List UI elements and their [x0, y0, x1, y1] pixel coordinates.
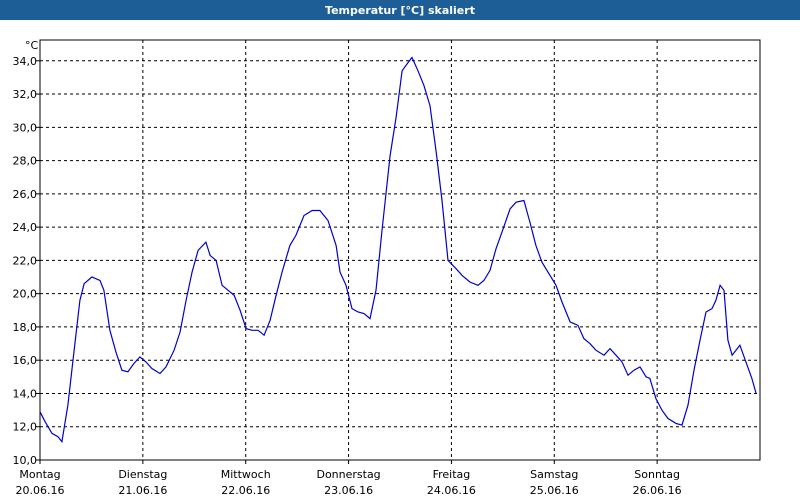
x-tick-label: 20.06.16	[16, 484, 65, 497]
y-tick-label: 14,0	[13, 387, 38, 400]
y-tick-label: 20,0	[13, 288, 38, 301]
title-bar	[0, 0, 800, 20]
x-tick-label: 25.06.16	[530, 484, 579, 497]
plot-border	[39, 39, 761, 461]
y-tick-label: 26,0	[13, 188, 38, 201]
x-tick-label: Donnerstag	[316, 468, 380, 481]
x-tick-label: Montag	[19, 468, 60, 481]
x-tick-label: Freitag	[433, 468, 471, 481]
y-tick-label: 34,0	[13, 55, 38, 68]
temperature-line	[39, 56, 757, 444]
x-tick-label: Samstag	[530, 468, 578, 481]
y-tick-label: 30,0	[13, 121, 38, 134]
x-tick-label: 24.06.16	[427, 484, 476, 497]
y-tick-label: 10,0	[13, 454, 38, 467]
x-tick-label: 21.06.16	[118, 484, 167, 497]
x-tick-label: 23.06.16	[324, 484, 373, 497]
y-tick-label: 28,0	[13, 155, 38, 168]
y-tick-label: 16,0	[13, 354, 38, 367]
y-unit: °C	[25, 39, 39, 52]
x-tick-label: Mittwoch	[221, 468, 271, 481]
x-tick-label: 22.06.16	[221, 484, 270, 497]
y-tick-label: 18,0	[13, 321, 38, 334]
y-tick-label: 32,0	[13, 88, 38, 101]
y-tick-label: 22,0	[13, 254, 38, 267]
plot-area	[40, 40, 760, 460]
y-tick-label: 12,0	[13, 421, 38, 434]
chart-title: Temperatur [°C] skaliert	[325, 4, 475, 17]
y-tick-label: 24,0	[13, 221, 38, 234]
x-tick-label: Sonntag	[634, 468, 680, 481]
x-tick-label: Dienstag	[118, 468, 167, 481]
x-tick-label: 26.06.16	[633, 484, 682, 497]
